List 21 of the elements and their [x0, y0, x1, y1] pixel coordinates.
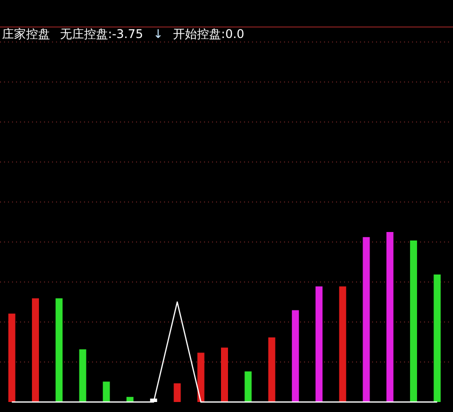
bar: [79, 349, 86, 402]
bar: [434, 274, 441, 402]
bar: [32, 298, 39, 402]
bar: [316, 286, 323, 402]
bar: [8, 314, 16, 402]
chart-title: 庄家控盘: [2, 27, 50, 41]
bar: [410, 240, 418, 402]
bar: [386, 232, 394, 402]
bar: [102, 382, 110, 402]
bar: [174, 383, 181, 402]
text: 开始控盘:0.0: [173, 27, 244, 41]
bar: [362, 237, 370, 402]
text: 无庄控盘:-3.75: [60, 27, 144, 41]
text: ↓: [153, 27, 164, 41]
bar: [339, 286, 346, 402]
bar: [56, 298, 63, 402]
bar: [197, 352, 204, 402]
bar: [221, 348, 228, 402]
bar: [292, 310, 299, 402]
bar: [244, 371, 252, 402]
bar: [268, 337, 276, 402]
